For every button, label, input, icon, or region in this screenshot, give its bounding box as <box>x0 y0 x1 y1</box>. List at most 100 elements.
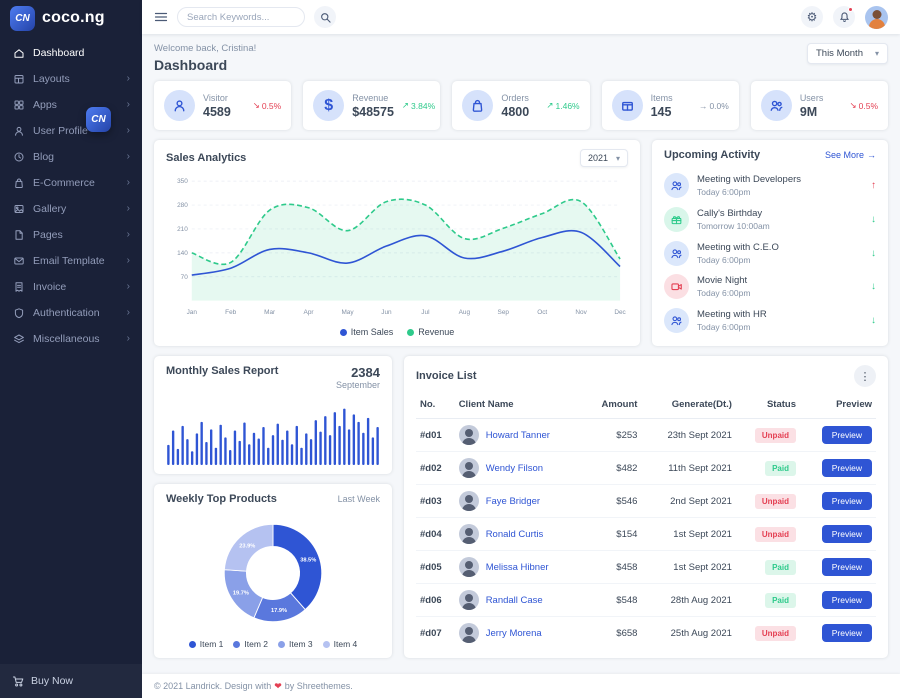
client-name-link[interactable]: Randall Case <box>485 594 543 606</box>
sidebar-item-user-profile[interactable]: User Profile › <box>0 118 142 144</box>
chevron-right-icon: › <box>126 281 130 292</box>
svg-text:Oct: Oct <box>537 309 547 316</box>
client-name-link[interactable]: Faye Bridger <box>485 495 541 507</box>
chevron-right-icon: › <box>126 125 130 136</box>
chevron-right-icon: › <box>126 177 130 188</box>
monthly-sales-card: Monthly Sales Report 2384 September <box>154 356 392 474</box>
year-select[interactable]: 2021 ▾ <box>579 149 628 167</box>
svg-text:350: 350 <box>177 178 188 185</box>
preview-button[interactable]: Preview <box>821 525 872 543</box>
activity-item[interactable]: Cally's Birthday Tomorrow 10:00am ↓ <box>664 203 876 236</box>
legend-label: Revenue <box>418 327 455 337</box>
notifications-button[interactable] <box>833 6 855 28</box>
sidebar-item-invoice[interactable]: Invoice › <box>0 274 142 300</box>
sidebar-item-email-template[interactable]: Email Template › <box>0 248 142 274</box>
invoice-date: 11th Sept 2021 <box>641 451 736 485</box>
card-title: Upcoming Activity <box>664 149 761 161</box>
activity-item[interactable]: Movie Night Today 6:00pm ↓ <box>664 270 876 303</box>
invoice-amount: $658 <box>616 627 638 639</box>
client-name-link[interactable]: Melissa Hibner <box>485 561 549 573</box>
client-name-link[interactable]: Jerry Morena <box>485 627 542 639</box>
sidebar-item-authentication[interactable]: Authentication › <box>0 300 142 326</box>
search-input[interactable] <box>177 7 305 27</box>
stat-label: Items <box>650 92 673 103</box>
stat-card-revenue: $ Revenue $48575 ↗ 3.84% <box>303 81 441 130</box>
brand-logo[interactable]: CN coco.ng <box>0 0 142 36</box>
visitor-icon <box>164 90 195 121</box>
floating-brand-badge[interactable]: CN <box>86 107 111 132</box>
chevron-right-icon: › <box>126 333 130 344</box>
svg-text:Feb: Feb <box>225 309 236 316</box>
preview-button[interactable]: Preview <box>821 558 872 576</box>
svg-text:May: May <box>341 309 354 316</box>
stat-card-visitor: Visitor 4589 ↘ 0.5% <box>154 81 292 130</box>
invoice-row: #d05 Melissa Hibner $458 1st Sept 2021 P… <box>416 550 876 584</box>
left-column: Monthly Sales Report 2384 September Week… <box>154 356 392 658</box>
sidebar-item-blog[interactable]: Blog › <box>0 144 142 170</box>
buy-now-button[interactable]: Buy Now <box>0 664 142 698</box>
sidebar-item-pages[interactable]: Pages › <box>0 222 142 248</box>
svg-text:Apr: Apr <box>304 309 315 316</box>
trend-arrow-icon: ↓ <box>871 213 876 225</box>
arrow-right-icon: → <box>867 150 876 160</box>
sidebar-item-miscellaneous[interactable]: Miscellaneous › <box>0 326 142 352</box>
preview-button[interactable]: Preview <box>821 459 872 477</box>
layers-icon <box>12 333 25 346</box>
svg-text:Jul: Jul <box>421 309 430 316</box>
activity-title: Movie Night <box>697 275 748 287</box>
sidebar-item-apps[interactable]: Apps › <box>0 92 142 118</box>
client-name-link[interactable]: Ronald Curtis <box>485 528 544 540</box>
sidebar-item-dashboard[interactable]: Dashboard <box>0 40 142 66</box>
invoice-list-card: Invoice List ⋮ No. Client Name Amount Ge… <box>404 356 888 658</box>
search-button[interactable] <box>314 6 336 28</box>
sidebar-item-label: Layouts <box>33 73 70 85</box>
invoice-date: 23th Sept 2021 <box>641 418 736 452</box>
mail-icon <box>12 255 25 268</box>
sidebar-item-label: Invoice <box>33 281 67 293</box>
user-avatar[interactable] <box>865 5 888 29</box>
sales-analytics-chart: 70 140 210 280 350 Jan Feb Mar Apr May Jun Jul Aug Se… <box>177 178 626 316</box>
stat-value: 4589 <box>203 104 231 119</box>
period-select[interactable]: This Month ▾ <box>806 43 888 64</box>
stat-delta: ↘ 0.5% <box>252 100 282 111</box>
sidebar-item-layouts[interactable]: Layouts › <box>0 66 142 92</box>
sidebar-item-ecommerce[interactable]: E-Commerce › <box>0 170 142 196</box>
activity-item[interactable]: Meeting with HR Today 6:00pm ↓ <box>664 304 876 337</box>
invoice-no: #d05 <box>416 550 455 584</box>
image-icon <box>12 203 25 216</box>
preview-button[interactable]: Preview <box>821 426 872 444</box>
menu-toggle-button[interactable] <box>154 11 168 23</box>
client-name-link[interactable]: Wendy Filson <box>485 462 544 474</box>
legend-label: Item Sales <box>350 327 394 337</box>
invoice-date: 2nd Sept 2021 <box>641 484 736 518</box>
invoice-no: #d07 <box>420 627 442 639</box>
card-menu-button[interactable]: ⋮ <box>854 365 876 387</box>
trend-arrow-icon: ↑ <box>871 180 876 191</box>
preview-button[interactable]: Preview <box>821 624 872 642</box>
footer-text: © 2021 Landrick. Design with <box>154 681 272 691</box>
see-more-link[interactable]: See More → <box>824 150 876 160</box>
status-badge: Unpaid <box>754 625 796 641</box>
preview-button[interactable]: Preview <box>821 492 872 510</box>
invoice-no: #d04 <box>416 517 455 551</box>
sidebar-item-label: Dashboard <box>33 47 85 59</box>
users-icon <box>760 90 792 121</box>
team-icon <box>664 308 689 333</box>
invoice-no: #d01 <box>416 418 455 452</box>
sales-analytics-card: Sales Analytics 2021 ▾ 70 140 210 280 350 Jan… <box>154 140 640 346</box>
invoice-date: 1st Sept 2021 <box>641 517 736 551</box>
weekly-products-chart: 38.5% 17.9% 19.7% 23.9% <box>223 523 323 623</box>
sidebar-item-label: Miscellaneous <box>33 333 100 345</box>
settings-button[interactable]: ⚙ <box>801 6 823 28</box>
activity-item[interactable]: Meeting with C.E.O Today 6:00pm ↓ <box>664 237 876 270</box>
activity-title: Meeting with C.E.O <box>697 241 779 253</box>
trend-icon: ↘ <box>252 100 260 110</box>
sidebar-item-gallery[interactable]: Gallery › <box>0 196 142 222</box>
invoice-date: 1st Sept 2021 <box>641 550 736 584</box>
activity-item[interactable]: Meeting with Developers Today 6:00pm ↑ <box>664 169 876 202</box>
stat-value: 4800 <box>501 104 530 119</box>
buy-now-label: Buy Now <box>31 675 74 687</box>
brand-name: coco.ng <box>42 9 105 26</box>
client-name-link[interactable]: Howard Tanner <box>485 429 550 441</box>
preview-button[interactable]: Preview <box>821 591 872 609</box>
